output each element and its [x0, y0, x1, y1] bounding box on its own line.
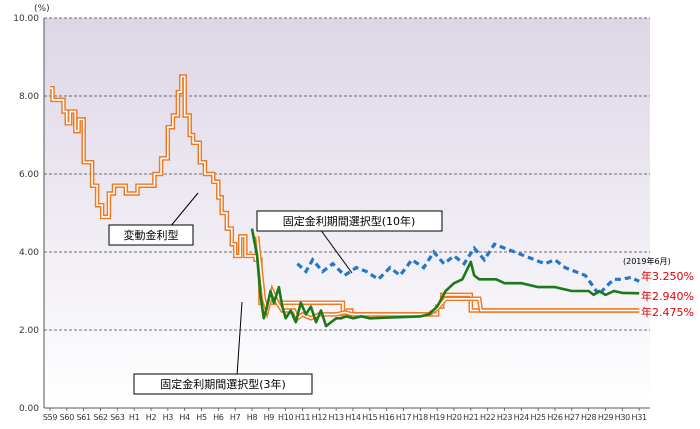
callout-fixed3: 固定金利期間選択型(3年) [133, 301, 313, 395]
callout-hendou: 変動金利型 [108, 192, 199, 246]
x-tick-label: H20 [446, 413, 462, 422]
end-label-3yr: 年2.940% [641, 289, 694, 303]
x-tick-label: H23 [497, 413, 513, 422]
date-label: (2019年6月) [623, 256, 671, 266]
x-tick-label: H11 [295, 413, 311, 422]
x-tick-label: H9 [264, 413, 275, 422]
y-tick-labels: 0.00 2.00 4.00 6.00 8.00 10.00 [13, 14, 39, 414]
x-tick-label: H31 [632, 413, 648, 422]
label-hendou: 変動金利型 [124, 228, 179, 242]
x-tick-label: H2 [146, 413, 157, 422]
x-tick-label: S62 [93, 413, 108, 422]
x-tick-label: H30 [615, 413, 631, 422]
grid-lines [44, 17, 650, 331]
y-tick-label: 10.00 [13, 14, 39, 24]
x-tick-label: H15 [362, 413, 378, 422]
x-tick-label: H22 [480, 413, 496, 422]
x-tick-label: H12 [312, 413, 328, 422]
x-tick-label: H6 [213, 413, 224, 422]
y-tick-label: 2.00 [19, 326, 39, 336]
x-tick-label: H21 [463, 413, 479, 422]
x-tick-label: H7 [230, 413, 241, 422]
x-tick-label: H24 [514, 413, 530, 422]
y-tick-label: 6.00 [19, 170, 39, 180]
end-label-hendou: 年2.475% [641, 305, 694, 319]
end-label-10yr: 年3.250% [641, 269, 694, 283]
x-tick-label: H8 [247, 413, 258, 422]
x-tick-labels: S59 S60 S61 S62 S63 H1 H2 H3 H4 H5 H6 H7 H8 H9 H10 H11 H… [43, 408, 647, 422]
x-tick-label: H17 [396, 413, 412, 422]
x-tick-label: S59 [43, 413, 58, 422]
x-tick-label: S63 [110, 413, 125, 422]
x-tick-label: H27 [564, 413, 580, 422]
y-unit-label: (%) [34, 4, 50, 14]
x-tick-label: H3 [163, 413, 174, 422]
x-tick-label: H5 [196, 413, 207, 422]
x-tick-label: H19 [430, 413, 446, 422]
x-tick-label: S60 [60, 413, 75, 422]
label-fixed10: 固定金利期間選択型(10年) [283, 214, 416, 228]
x-tick-label: H28 [581, 413, 597, 422]
x-tick-label: H16 [379, 413, 395, 422]
x-tick-label: H25 [531, 413, 547, 422]
x-tick-label: S61 [76, 413, 91, 422]
x-tick-label: H10 [278, 413, 294, 422]
x-tick-label: H26 [547, 413, 563, 422]
x-tick-label: H1 [129, 413, 140, 422]
label-fixed3: 固定金利期間選択型(3年) [160, 377, 286, 391]
series-group [50, 74, 640, 328]
y-tick-label: 8.00 [19, 92, 39, 102]
callout-fixed10: 固定金利期間選択型(10年) [256, 210, 443, 274]
y-tick-label: 0.00 [19, 404, 39, 414]
x-tick-label: H18 [413, 413, 429, 422]
series-line-3 [250, 228, 640, 328]
x-tick-label: H13 [329, 413, 345, 422]
x-tick-label: H14 [345, 413, 361, 422]
x-tick-label: H29 [598, 413, 614, 422]
x-tick-label: H4 [179, 413, 190, 422]
series-line-2 [296, 242, 640, 298]
y-tick-label: 4.00 [19, 248, 39, 258]
